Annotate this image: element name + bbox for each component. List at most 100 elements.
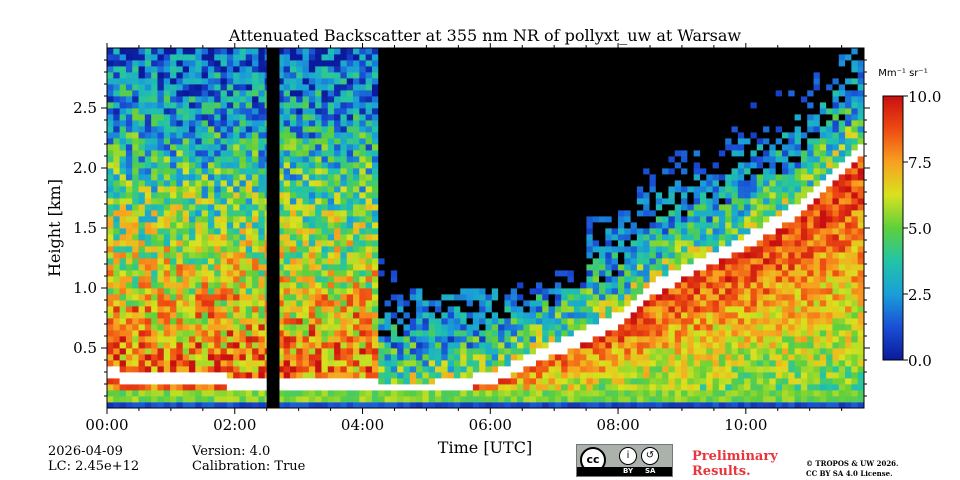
heatmap-cell [378, 150, 385, 157]
heatmap-cell [561, 132, 568, 139]
heatmap-cell [226, 162, 234, 169]
heatmap-cell [466, 336, 474, 343]
heatmap-cell [176, 336, 184, 343]
heatmap-cell [428, 336, 436, 343]
heatmap-cell [125, 84, 133, 91]
heatmap-cell [580, 168, 587, 175]
heatmap-cell [245, 228, 253, 235]
heatmap-cell [586, 276, 594, 283]
heatmap-cell [599, 276, 606, 283]
heatmap-cell [422, 66, 430, 73]
heatmap-cell [498, 276, 505, 283]
heatmap-cell [321, 312, 329, 319]
heatmap-cell [510, 384, 518, 391]
heatmap-cell [441, 114, 449, 121]
heatmap-cell [107, 294, 114, 301]
heatmap-cell [151, 300, 158, 307]
heatmap-cell [239, 114, 247, 121]
heatmap-cell [567, 258, 575, 265]
heatmap-cell [144, 270, 152, 277]
heatmap-cell [302, 306, 310, 313]
heatmap-cell [592, 186, 600, 193]
heatmap-cell [359, 354, 367, 361]
heatmap-cell [144, 246, 152, 253]
heatmap-cell [334, 360, 341, 367]
heatmap-cell [491, 78, 499, 85]
heatmap-cell [567, 210, 575, 217]
heatmap-cell [403, 84, 411, 91]
heatmap-cell [302, 396, 310, 403]
heatmap-cell [611, 354, 619, 361]
heatmap-cell [592, 48, 600, 55]
heatmap-cell [485, 258, 493, 265]
heatmap-cell [245, 186, 253, 193]
heatmap-cell [252, 270, 259, 277]
heatmap-cell [435, 222, 442, 229]
heatmap-cell [283, 324, 291, 331]
heatmap-cell [277, 192, 285, 199]
heatmap-cell [359, 126, 367, 133]
heatmap-cell [561, 252, 568, 259]
heatmap-cell [510, 120, 518, 127]
heatmap-cell [542, 306, 549, 313]
heatmap-cell [611, 324, 619, 331]
heatmap-cell [226, 306, 234, 313]
heatmap-cell [435, 306, 442, 313]
heatmap-cell [498, 300, 505, 307]
heatmap-cell [239, 216, 247, 223]
heatmap-cell [346, 276, 354, 283]
heatmap-cell [239, 126, 247, 133]
heatmap-cell [226, 342, 234, 349]
heatmap-cell [592, 60, 600, 67]
heatmap-cell [397, 132, 404, 139]
heatmap-cell [435, 360, 442, 367]
heatmap-cell [384, 312, 392, 319]
heatmap-cell [586, 240, 594, 247]
heatmap-cell [617, 312, 625, 319]
heatmap-cell [535, 402, 543, 409]
heatmap-cell [542, 336, 549, 343]
heatmap-cell [605, 348, 613, 355]
heatmap-cell [195, 144, 203, 151]
heatmap-cell [510, 402, 518, 409]
heatmap-cell [460, 378, 467, 385]
heatmap-cell [561, 360, 568, 367]
heatmap-cell [346, 258, 354, 265]
heatmap-cell [472, 384, 480, 391]
heatmap-cell [176, 54, 184, 61]
heatmap-cell [233, 282, 240, 289]
heatmap-cell [289, 210, 297, 217]
heatmap-cell [535, 108, 543, 115]
heatmap-cell [207, 372, 215, 379]
heatmap-cell [163, 174, 171, 181]
heatmap-cell [144, 126, 152, 133]
heatmap-cell [302, 222, 310, 229]
heatmap-cell [561, 96, 568, 103]
heatmap-cell [510, 126, 518, 133]
heatmap-cell [195, 90, 203, 97]
heatmap-cell [258, 402, 266, 409]
heatmap-cell [517, 336, 524, 343]
heatmap-cell [296, 216, 303, 223]
heatmap-cell [207, 84, 215, 91]
heatmap-cell [176, 192, 184, 199]
heatmap-cell [573, 360, 581, 367]
heatmap-cell [144, 144, 152, 151]
heatmap-cell [378, 156, 385, 163]
heatmap-cell [523, 222, 531, 229]
heatmap-cell [567, 402, 575, 409]
heatmap-cell [359, 234, 367, 241]
heatmap-cell [138, 54, 146, 61]
heatmap-cell [138, 246, 146, 253]
heatmap-cell [132, 240, 139, 247]
heatmap-cell [447, 186, 455, 193]
heatmap-cell [548, 240, 556, 247]
heatmap-cell [422, 54, 430, 61]
heatmap-cell [189, 342, 196, 349]
heatmap-cell [277, 156, 285, 163]
heatmap-cell [554, 120, 562, 127]
heatmap-cell [617, 138, 625, 145]
heatmap-cell [592, 402, 600, 409]
heatmap-cell [214, 360, 221, 367]
heatmap-cell [201, 204, 209, 211]
